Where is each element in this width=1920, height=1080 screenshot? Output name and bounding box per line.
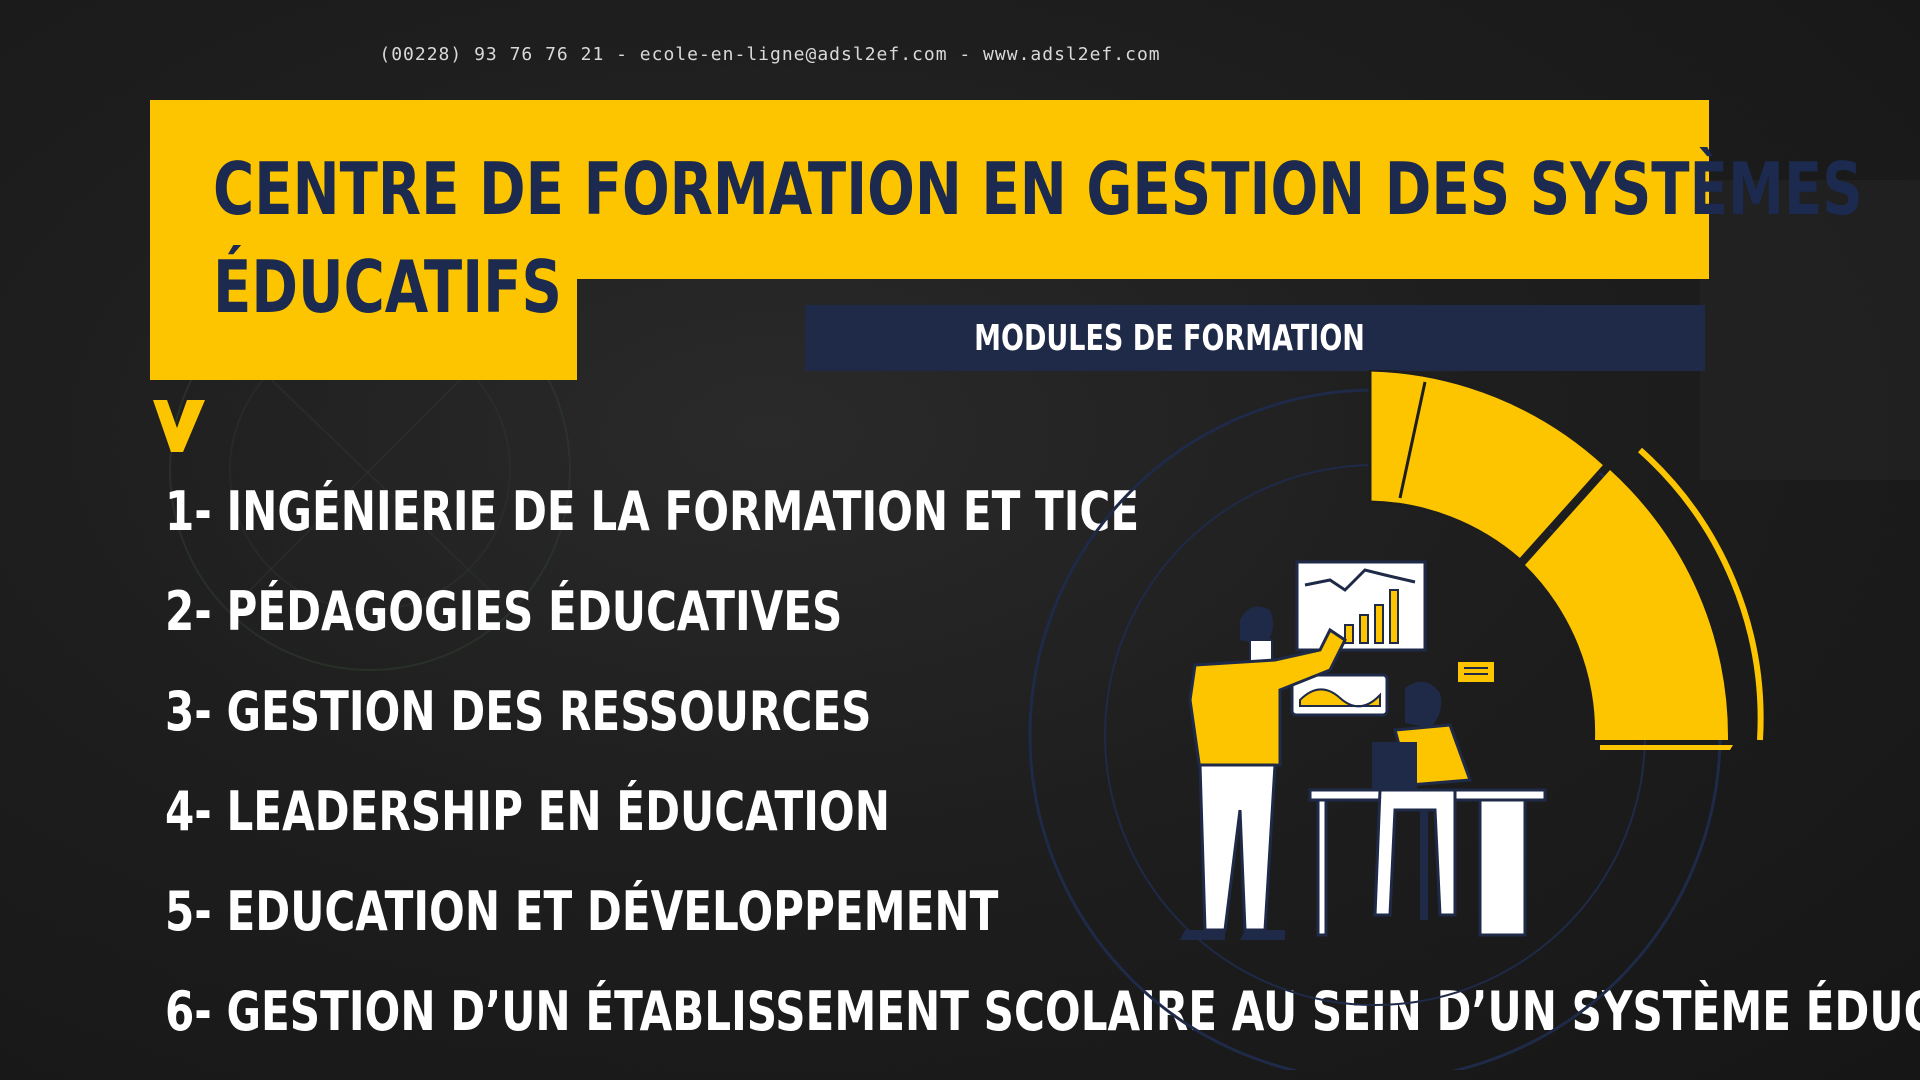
standing-man-figure <box>1180 606 1347 940</box>
modules-list: 1- INGÉNIERIE DE LA FORMATION ET TICE 2-… <box>165 470 1920 1070</box>
modules-header-label: MODULES DE FORMATION <box>974 317 1366 359</box>
page-title: CENTRE DE FORMATION EN GESTION DES SYSTÈ… <box>213 140 1863 336</box>
module-item: 1- INGÉNIERIE DE LA FORMATION ET TICE <box>165 480 1140 543</box>
title-banner <box>150 100 1709 279</box>
chevron-down-icon <box>153 400 205 452</box>
laptop-icon <box>1372 742 1417 790</box>
modules-header-bar: MODULES DE FORMATION <box>805 305 1705 371</box>
title-banner-tail <box>150 279 577 380</box>
yellow-arc-segments <box>1368 370 1764 750</box>
module-item: 4- LEADERSHIP EN ÉDUCATION <box>165 780 890 843</box>
seated-woman-figure <box>1372 681 1473 920</box>
module-item: 2- PÉDAGOGIES ÉDUCATIVES <box>165 580 843 643</box>
contact-info: (00228) 93 76 76 21 - ecole-en-ligne@ads… <box>379 44 1161 65</box>
page-title-line-2: ÉDUCATIFS <box>213 245 562 329</box>
chat-bubble-icon <box>1458 662 1494 682</box>
page-title-line-1: CENTRE DE FORMATION EN GESTION DES SYSTÈ… <box>213 147 1863 231</box>
module-item: 3- GESTION DES RESSOURCES <box>165 680 872 743</box>
module-item: 5- EDUCATION ET DÉVELOPPEMENT <box>165 880 999 943</box>
module-item: 6- GESTION D’UN ÉTABLISSEMENT SCOLAIRE A… <box>165 980 1920 1043</box>
presentation-illustration <box>1028 370 1764 1070</box>
